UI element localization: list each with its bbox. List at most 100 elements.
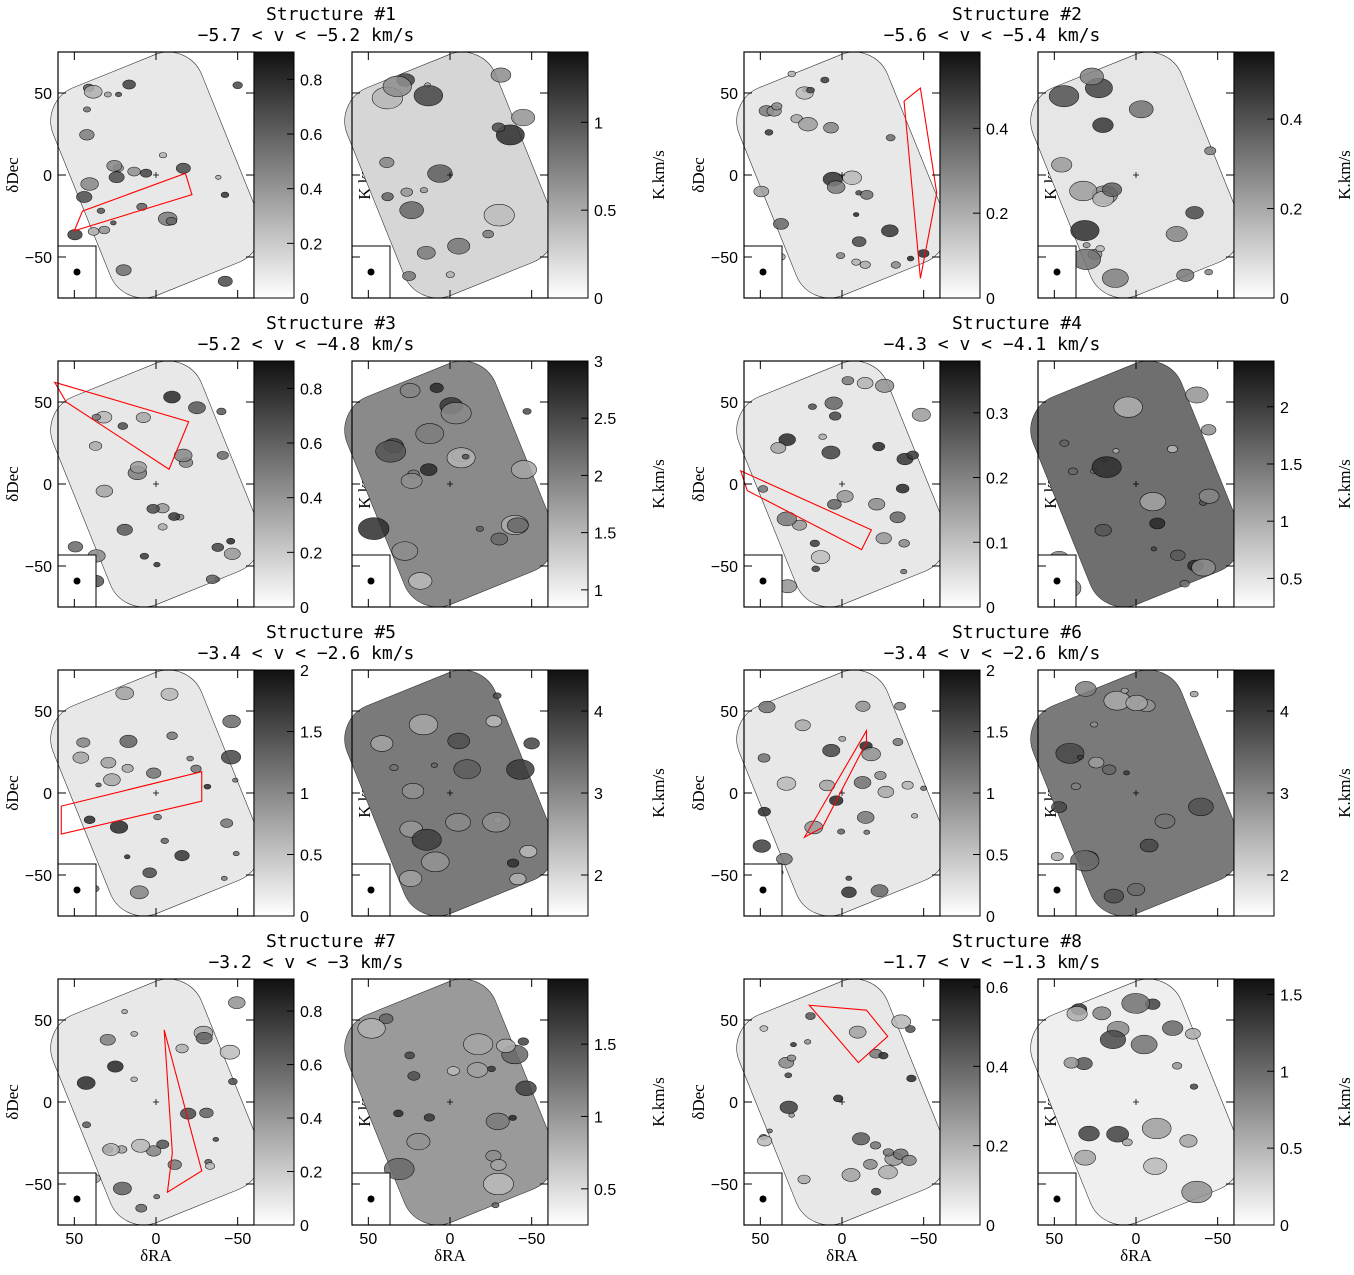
y-tick-label: −50 [25,868,52,885]
emission-clump [822,744,841,757]
emission-clump [511,460,537,479]
emission-clump [163,390,181,404]
colorbar-tick-label: 1.5 [594,1037,616,1054]
emission-clump [122,79,136,90]
y-tick-label: 50 [720,86,738,103]
colorbar-tick-label: 0.5 [1280,1141,1302,1158]
selection-box [808,1004,889,1064]
emission-clump [851,258,861,266]
emission-clump [511,108,536,127]
emission-clump [158,152,168,159]
emission-clump [1077,754,1084,760]
emission-clump [399,201,424,219]
emission-clump [83,815,96,824]
emission-clump [119,734,138,748]
colorbar-tick-label: 0 [1280,291,1289,308]
center-cross [447,481,453,487]
emission-clump [383,1158,415,1180]
colorbar-tick-label: 0 [300,909,309,926]
colorbar-tick-label: 3 [594,354,603,371]
emission-clump [784,1072,793,1079]
emission-clump [1121,993,1151,1014]
emission-clump [852,1132,870,1146]
emission-clump [752,839,771,853]
emission-clump [889,511,906,524]
emission-clump [836,252,846,259]
colorbar-fill [939,51,981,299]
emission-clump [153,1194,161,1200]
emission-clump [1094,523,1112,537]
center-cross [153,1099,159,1105]
emission-clump [757,806,771,817]
emission-clump [407,1071,421,1081]
emission-clump [917,249,930,258]
emission-clump [506,517,529,534]
colorbar-tick-label: 0.5 [594,1182,616,1199]
emission-clump [491,1202,500,1209]
emission-clump [223,547,241,560]
emission-clump [1055,742,1085,764]
y-tick-label: −50 [711,559,738,576]
emission-clump [440,401,472,425]
emission-clump [1185,1028,1201,1040]
emission-clump [810,550,831,565]
colorbar-tick-label: 0.4 [300,491,322,508]
emission-clump [1051,801,1068,813]
y-axis-label: δDec [3,466,22,502]
emission-clump [115,686,135,700]
emission-clump [358,517,390,540]
panel-subtitle: −3.4 < v < −2.6 km/s [884,643,1101,664]
emission-clump [212,1137,220,1142]
emission-clump [79,129,95,141]
emission-clump [1170,549,1186,561]
colorbar-label: K.km/s [649,150,668,200]
emission-clump [106,160,123,172]
map-right: 1 1.5 2 2.5 3 K.km/s [344,354,668,608]
beam-marker [367,1195,375,1203]
emission-clump [401,782,425,800]
emission-clump [1088,756,1105,769]
emission-clump [490,532,509,546]
colorbar-tick-label: 4 [594,704,603,721]
colorbar: 00.10.20.3K.km/s [939,360,1060,617]
emission-clump [378,1013,394,1024]
emission-clump [490,1159,507,1171]
emission-clump [818,433,827,440]
colorbar: 2 3 4 K.km/s [1233,669,1354,917]
emission-clump [509,872,527,886]
emission-clump [95,782,102,788]
emission-clump [466,1062,489,1078]
structure-panel: Structure #8−1.7 < v < −1.3 km/s 50 0 −50 50… [689,931,1354,1265]
emission-clump [870,1141,882,1150]
emission-clump [1150,546,1158,552]
emission-clump [1120,687,1129,694]
emission-clump [1102,182,1123,197]
emission-clump [778,433,796,446]
emission-clump [415,423,445,444]
emission-clump [868,498,886,511]
colorbar-tick-label: 0.3 [986,406,1008,423]
x-axis-label: δRA [140,1246,172,1265]
emission-clump [109,820,129,834]
map-right: 0.5 1 1.5 2 K.km/s [1030,360,1354,608]
emission-clump [860,190,874,200]
emission-clump [776,511,797,527]
emission-clump [135,1203,148,1213]
colorbar-tick-label: 1 [594,583,603,600]
emission-clump [216,407,227,416]
colorbar: 0 0.2 0.4 K.km/s [1233,51,1354,308]
emission-clump [400,187,413,197]
emission-clump [875,378,895,393]
emission-clump [863,829,871,835]
panel-subtitle: −5.6 < v < −5.4 km/s [884,25,1101,46]
emission-clump [811,565,821,572]
emission-clump [821,445,841,460]
emission-clump [1204,268,1213,276]
colorbar-label: K.km/s [649,1077,668,1127]
colorbar-tick-label: 0.4 [986,121,1008,138]
emission-clump [787,70,796,77]
emission-clump [848,1025,867,1039]
emission-clump [519,845,538,858]
structure-panel: Structure #3−5.2 < v < −4.8 km/s 50 0 −50 δD… [3,313,668,617]
